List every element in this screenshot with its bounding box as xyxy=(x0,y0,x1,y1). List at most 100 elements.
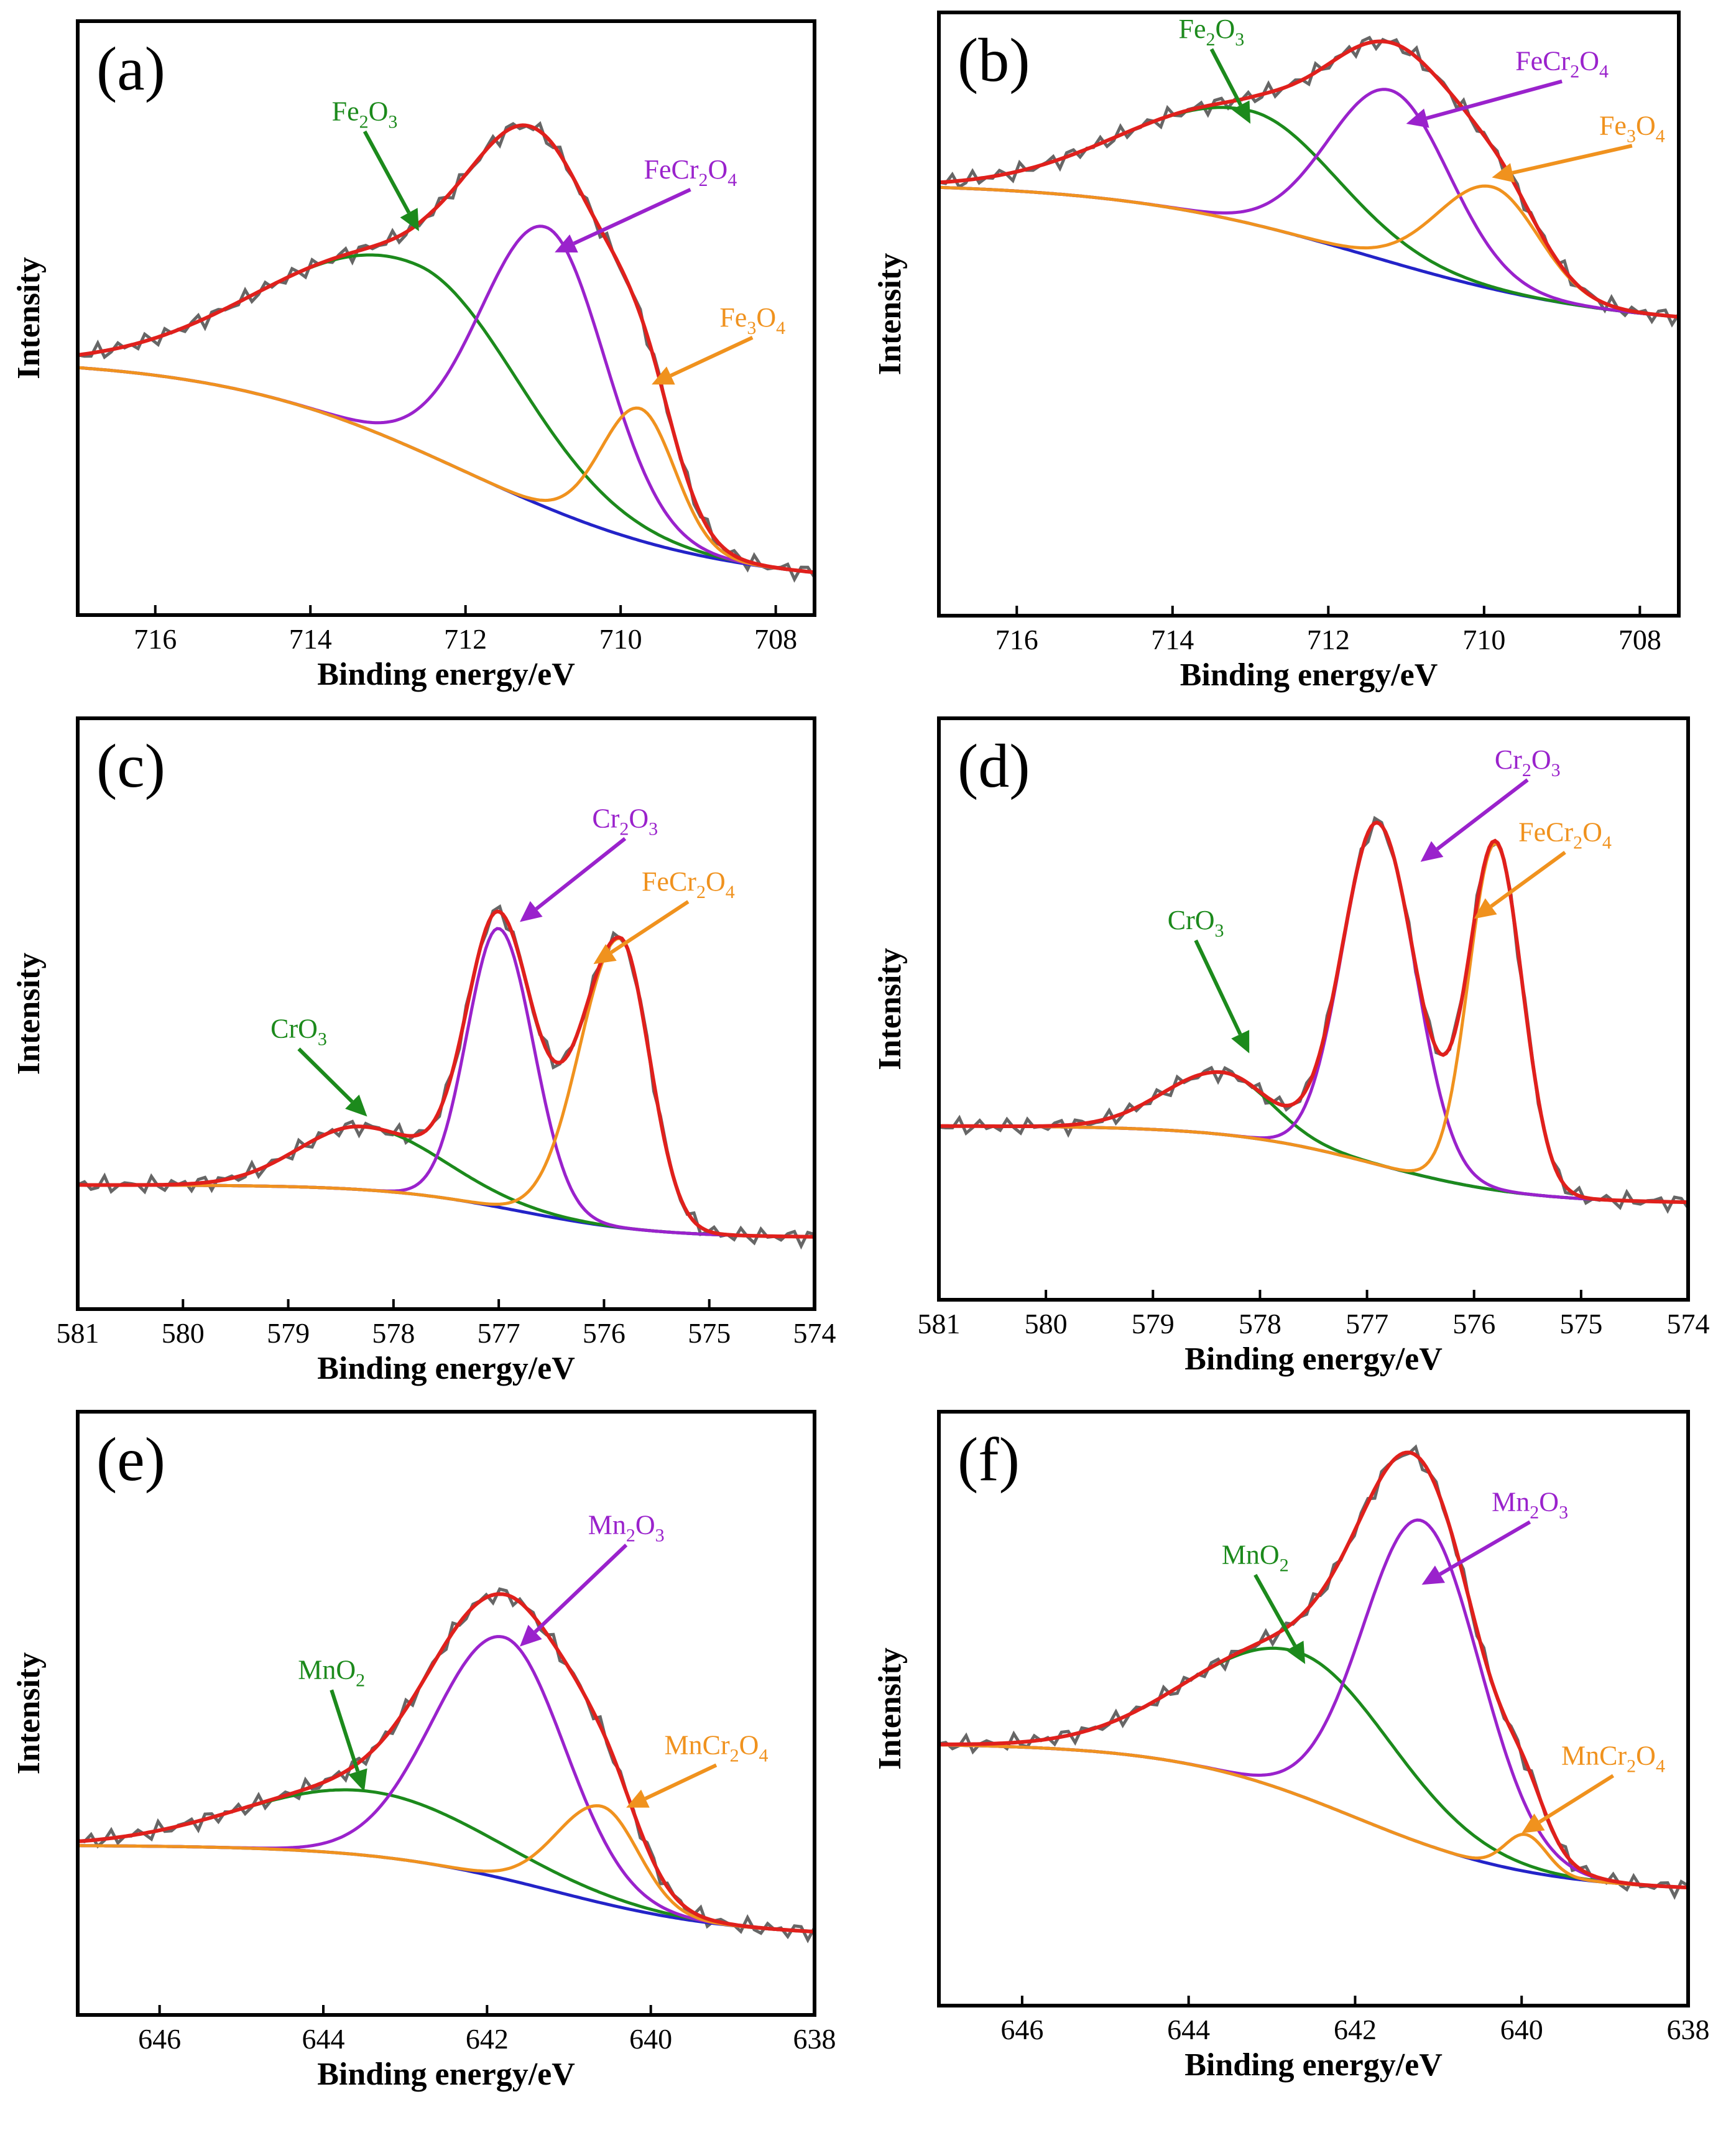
component-line-CrO3 xyxy=(78,1124,815,1239)
plot-frame xyxy=(76,19,816,617)
y-axis-title: Intensity xyxy=(11,1652,47,1774)
component-line-FeCr2O4 xyxy=(939,841,1689,1204)
peak-label-Cr2O3: Cr2O3 xyxy=(1495,744,1561,780)
peak-arrow-MnCr2O4 xyxy=(1538,1774,1615,1824)
raw-spectrum-line xyxy=(77,121,816,583)
x-tick-label: 576 xyxy=(1452,1308,1495,1340)
x-tick-label: 710 xyxy=(599,623,642,655)
x-tick-label: 644 xyxy=(1167,2014,1210,2045)
component-line-CrO3 xyxy=(939,1070,1689,1204)
x-tick-label: 580 xyxy=(162,1317,205,1349)
peak-arrow-Cr2O3 xyxy=(1436,778,1529,851)
raw-spectrum-line xyxy=(938,815,1690,1214)
peak-arrow-MnO2 xyxy=(330,1689,360,1772)
plot-frame xyxy=(937,1410,1690,2007)
x-tick-label: 712 xyxy=(444,623,487,655)
peak-arrow-Fe3O4 xyxy=(1512,144,1633,175)
x-tick-label: 578 xyxy=(372,1317,415,1349)
x-axis-title: Binding energy/eV xyxy=(317,657,575,692)
arrow-head-icon xyxy=(626,1789,650,1808)
envelope-line xyxy=(939,820,1689,1205)
x-tick-label: 714 xyxy=(1151,624,1194,655)
x-tick-label: 575 xyxy=(688,1317,731,1349)
x-tick-label: 714 xyxy=(289,623,332,655)
x-tick-label: 581 xyxy=(918,1308,961,1340)
x-tick-label: 581 xyxy=(57,1317,99,1349)
x-tick-label: 640 xyxy=(1500,2014,1543,2045)
raw-spectrum-line xyxy=(77,904,815,1250)
x-tick-label: 574 xyxy=(793,1317,836,1349)
component-line-MnO2 xyxy=(77,1788,815,1933)
component-line-FeCr2O4 xyxy=(938,88,1679,318)
arrow-head-icon xyxy=(520,901,543,922)
x-tick-label: 646 xyxy=(1000,2014,1043,2045)
x-tick-label: 578 xyxy=(1239,1308,1281,1340)
x-tick-label: 716 xyxy=(995,624,1038,655)
x-tick-label: 579 xyxy=(1132,1308,1175,1340)
component-line-Fe3O4 xyxy=(938,184,1679,318)
x-tick-label: 574 xyxy=(1667,1308,1710,1340)
peak-label-Fe3O4: Fe3O4 xyxy=(1599,110,1665,146)
arrow-head-icon xyxy=(520,1624,542,1647)
x-axis-title: Binding energy/eV xyxy=(1184,1341,1443,1377)
plot-frame xyxy=(76,716,816,1311)
envelope-line xyxy=(77,123,815,575)
y-axis-title: Intensity xyxy=(872,1647,908,1769)
x-axis-title: Binding energy/eV xyxy=(317,1351,575,1386)
panel-label: (e) xyxy=(96,1425,165,1494)
peak-label-MnCr2O4: MnCr2O4 xyxy=(665,1729,769,1766)
x-tick-label: 638 xyxy=(1667,2014,1710,2045)
peak-label-Fe2O3: Fe2O3 xyxy=(1179,14,1245,50)
x-tick-label: 577 xyxy=(478,1317,520,1349)
y-axis-title: Intensity xyxy=(11,257,47,379)
x-axis-title: Binding energy/eV xyxy=(1184,2047,1443,2083)
y-axis-title: Intensity xyxy=(872,948,908,1070)
arrow-head-icon xyxy=(1232,100,1251,124)
peak-label-MnO2: MnO2 xyxy=(298,1654,365,1690)
peak-label-FeCr2O4: FeCr2O4 xyxy=(644,154,737,190)
arrow-head-icon xyxy=(593,944,617,965)
component-line-Cr2O3 xyxy=(939,821,1689,1204)
peak-arrow-Fe3O4 xyxy=(670,336,754,377)
x-tick-label: 642 xyxy=(466,2023,509,2055)
arrow-head-icon xyxy=(555,234,578,253)
peak-arrow-FeCr2O4 xyxy=(1426,79,1563,121)
arrow-head-icon xyxy=(400,208,419,231)
x-tick-label: 579 xyxy=(267,1317,310,1349)
peak-arrow-Fe2O3 xyxy=(1209,48,1242,106)
x-tick-label: 642 xyxy=(1334,2014,1377,2045)
component-line-Fe3O4 xyxy=(77,366,815,574)
panel-label: (d) xyxy=(958,731,1030,800)
peak-arrow-CrO3 xyxy=(297,1047,354,1103)
peak-label-Fe3O4: Fe3O4 xyxy=(719,302,785,338)
arrow-head-icon xyxy=(1286,1641,1306,1664)
peak-arrow-FeCr2O4 xyxy=(610,900,690,955)
peak-arrow-FeCr2O4 xyxy=(1490,851,1566,908)
envelope-line xyxy=(938,39,1679,319)
background-line xyxy=(77,366,815,574)
plot-frame xyxy=(76,1410,816,2017)
peak-label-CrO3: CrO3 xyxy=(270,1014,327,1050)
raw-spectrum-line xyxy=(938,35,1681,328)
peak-arrow-MnO2 xyxy=(1254,1573,1297,1647)
x-tick-label: 580 xyxy=(1025,1308,1068,1340)
peak-label-Mn2O3: Mn2O3 xyxy=(1492,1486,1568,1522)
arrow-head-icon xyxy=(1231,1030,1250,1053)
panel-c: 581 580 579 578 577 576 575 574 Binding energy/e… xyxy=(11,716,836,1386)
x-axis-title: Binding energy/eV xyxy=(317,2057,575,2092)
panel-label: (c) xyxy=(96,731,165,800)
peak-arrow-CrO3 xyxy=(1194,939,1242,1035)
peak-label-Cr2O3: Cr2O3 xyxy=(592,803,658,839)
x-tick-label: 712 xyxy=(1307,624,1350,655)
panel-label: (f) xyxy=(958,1425,1020,1494)
component-line-MnCr2O4 xyxy=(78,1804,815,1933)
peak-arrow-Mn2O3 xyxy=(1439,1520,1531,1576)
arrow-head-icon xyxy=(1406,108,1429,128)
arrow-head-icon xyxy=(348,1768,367,1792)
x-tick-label: 710 xyxy=(1462,624,1505,655)
peak-label-FeCr2O4: FeCr2O4 xyxy=(1515,46,1609,82)
panel-label: (b) xyxy=(958,25,1030,95)
arrow-head-icon xyxy=(1521,1813,1545,1833)
component-line-Mn2O3 xyxy=(938,1518,1689,1889)
envelope-line xyxy=(78,909,815,1239)
